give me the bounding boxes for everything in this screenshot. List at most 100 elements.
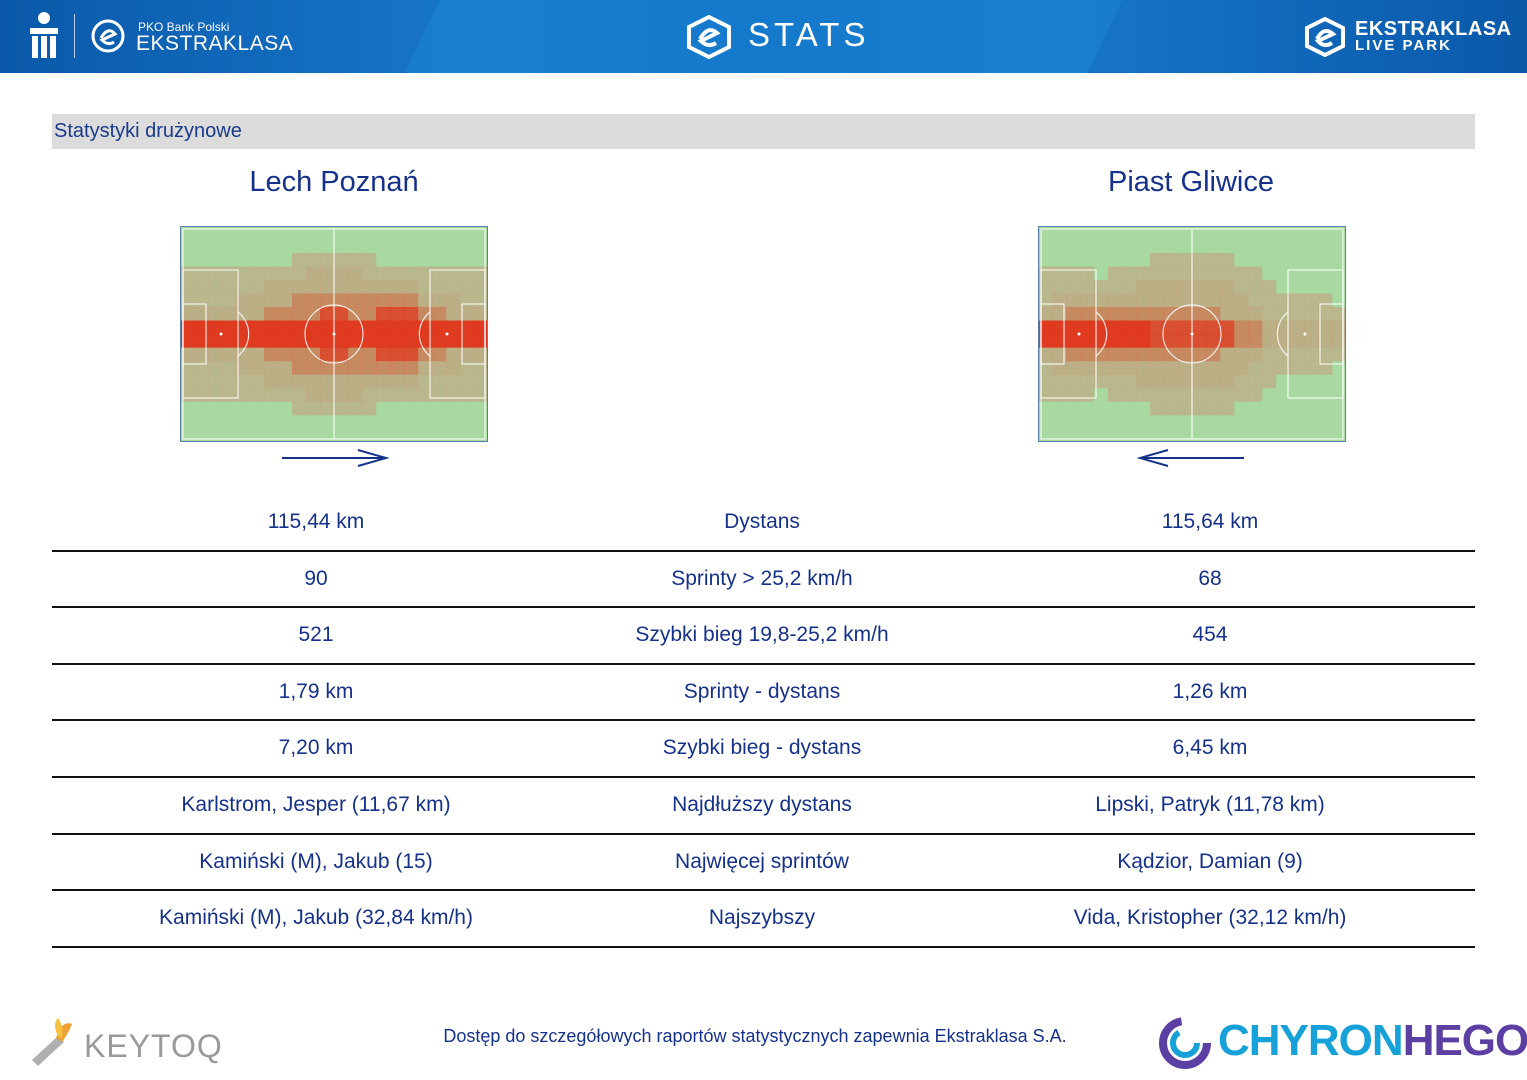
heatmap-cell xyxy=(1164,293,1179,308)
heatmap-cell xyxy=(306,334,321,348)
pko-bank-logo-icon xyxy=(30,12,58,58)
heatmap-cell xyxy=(320,347,335,362)
home-heatmap-pitch xyxy=(180,226,488,442)
pitch-frame xyxy=(1038,226,1346,442)
heatmap-cell xyxy=(404,347,419,362)
heatmap-cell xyxy=(334,347,349,362)
heatmap-cell xyxy=(208,320,223,335)
heatmap-cell xyxy=(1234,388,1249,402)
heatmap-cell xyxy=(1108,266,1123,281)
heatmap-cell xyxy=(222,347,237,362)
heatmap-cell xyxy=(236,307,251,321)
heatmap-cell xyxy=(1220,388,1235,402)
heatmap-cell xyxy=(1220,334,1235,348)
heatmap-cell xyxy=(1178,307,1193,321)
heatmap-cell xyxy=(1318,334,1333,348)
heatmap-cell xyxy=(292,361,307,375)
heatmap-cell xyxy=(1038,293,1053,308)
heatmap-cell xyxy=(1220,266,1235,281)
heatmap-cell xyxy=(306,388,321,402)
heatmap-cell xyxy=(1304,293,1319,308)
heatmap-cell xyxy=(1234,280,1249,294)
heatmap-cell xyxy=(362,266,377,281)
heatmap-cell xyxy=(404,334,419,348)
heatmap-cell xyxy=(418,347,433,362)
heatmap-cell xyxy=(362,401,377,416)
heatmap-cell xyxy=(362,347,377,362)
heatmap-cell xyxy=(1220,293,1235,308)
heatmap-cell xyxy=(474,374,488,389)
heatmap-cell xyxy=(1178,334,1193,348)
heatmap-cell xyxy=(306,361,321,375)
stat-away-value: 68 xyxy=(1198,566,1222,590)
heatmap-cell xyxy=(432,388,447,402)
heatmap-cell xyxy=(1178,293,1193,308)
heatmap-cell xyxy=(1066,347,1081,362)
heatmap-cell xyxy=(348,293,363,308)
heatmap-cell xyxy=(292,388,307,402)
heatmap-cell xyxy=(390,334,405,348)
stat-home-value: Kamiński (M), Jakub (15) xyxy=(199,849,433,873)
heatmap-cell xyxy=(1178,401,1193,416)
heatmap-cell xyxy=(250,347,265,362)
heatmap-cell xyxy=(1248,334,1263,348)
heatmap-cell xyxy=(474,320,488,335)
heatmap-cell xyxy=(1192,374,1207,389)
stat-label: Sprinty - dystans xyxy=(683,679,841,703)
heatmap-cell xyxy=(432,280,447,294)
heatmap-cell xyxy=(1248,320,1263,335)
row-divider xyxy=(52,832,1475,835)
heatmap-cell xyxy=(1052,388,1067,402)
chyron-part: CHYRON xyxy=(1218,1016,1404,1065)
heatmap-cell xyxy=(1178,388,1193,402)
heatmap-cell xyxy=(376,280,391,294)
heatmap-cell xyxy=(432,266,447,281)
heatmap-cell xyxy=(334,280,349,294)
heatmap-cell xyxy=(1038,266,1053,281)
heatmap-cell xyxy=(1220,307,1235,321)
heatmap-cell xyxy=(1192,401,1207,416)
heatmap-cell xyxy=(1150,266,1165,281)
heatmap-cell xyxy=(1080,293,1095,308)
live-park-wordmark-top: EKSTRAKLASA xyxy=(1355,18,1512,40)
heatmap-cell xyxy=(474,361,488,375)
heatmap-cell xyxy=(222,320,237,335)
heatmap-cell xyxy=(1304,347,1319,362)
heatmap-cell xyxy=(1178,361,1193,375)
heatmap-cell xyxy=(1290,307,1305,321)
ekstraklasa-emblem-icon xyxy=(91,19,125,53)
left-penalty-spot xyxy=(1077,332,1081,336)
heatmap-cell xyxy=(1234,320,1249,335)
heatmap-cell xyxy=(1094,347,1109,362)
heatmap-cell xyxy=(1234,347,1249,362)
heatmap-cell xyxy=(376,347,391,362)
heatmap-cell xyxy=(1150,401,1165,416)
heatmap-cell xyxy=(236,293,251,308)
heatmap-cell xyxy=(362,253,377,267)
heatmap-cell xyxy=(1052,374,1067,389)
heatmap-cell xyxy=(460,266,475,281)
heatmap-cell xyxy=(278,307,293,321)
heatmap-cell xyxy=(1220,280,1235,294)
heatmap-cell xyxy=(180,347,195,362)
stat-home-value: Kamiński (M), Jakub (32,84 km/h) xyxy=(159,906,473,930)
heatmap-cell xyxy=(390,280,405,294)
heatmap-cell xyxy=(474,293,488,308)
heatmap-cell xyxy=(334,266,349,281)
heatmap-cell xyxy=(208,307,223,321)
heatmap-cell xyxy=(208,293,223,308)
stats-row: Kamiński (M), Jakub (15) Najwięcej sprint… xyxy=(52,834,1475,890)
heatmap-cell xyxy=(1122,374,1137,389)
heatmap-cell xyxy=(1192,253,1207,267)
heatmap-cell xyxy=(1164,361,1179,375)
heatmap-cell xyxy=(1136,374,1151,389)
heatmap-cell xyxy=(390,320,405,335)
heatmap-cell xyxy=(1136,388,1151,402)
heatmap-cell xyxy=(208,388,223,402)
heatmap-cell xyxy=(362,280,377,294)
right-penalty-arc xyxy=(1276,311,1289,357)
heatmap-cell xyxy=(1136,361,1151,375)
heatmap-cell xyxy=(348,266,363,281)
heatmap-cell xyxy=(292,307,307,321)
heatmap-cell xyxy=(1304,307,1319,321)
